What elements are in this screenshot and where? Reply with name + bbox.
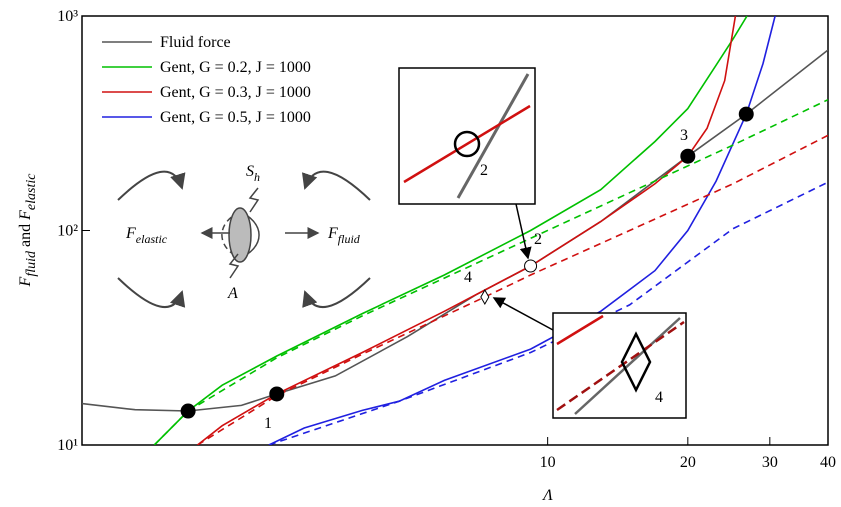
annotation: 4 [464,269,472,286]
y-tick-label: 10² [57,223,78,240]
point-marker [270,387,284,401]
dashed-line [269,182,828,445]
inset-arrow [516,204,528,258]
inset-label: 2 [480,162,488,179]
y-tick-label: 10¹ [57,437,78,454]
y-tick-label: 10³ [57,8,78,25]
elastic-label: Felastic [125,225,168,246]
y-label-part: F [17,210,34,221]
legend-label: Gent, G = 0.2, J = 1000 [160,59,311,76]
shear-subscript: h [254,170,260,184]
y-label-part: fluid [24,250,39,277]
annotation: 2 [534,231,542,248]
fluid-subscript: fluid [338,232,361,246]
x-tick-label: 20 [680,454,696,471]
x-tick-label: 10 [540,454,556,471]
elastic-subscript: elastic [136,232,168,246]
annotation: 1 [264,415,272,432]
inset-2: 2 [399,68,535,204]
x-axis-label: Λ [541,487,553,502]
annotation: 3 [680,127,688,144]
inset-label: 4 [655,389,663,406]
y-label-part: and [17,220,34,251]
shear-symbol: S [246,163,254,180]
y-axis-label: Ffluid and Felastic [17,173,39,288]
point-marker [739,107,753,121]
y-label-part: F [17,276,34,287]
x-tick-label: 30 [762,454,778,471]
shear-label: Sh [246,163,260,184]
area-label: A [227,285,238,302]
inset-arrow [494,298,553,330]
point-marker [525,260,537,272]
legend-label: Gent, G = 0.3, J = 1000 [160,84,311,101]
elastic-symbol: F [125,225,136,242]
x-tick-label: 40 [820,454,836,471]
legend-label: Gent, G = 0.5, J = 1000 [160,109,311,126]
legend-label: Fluid force [160,34,231,51]
fluid-symbol: F [327,225,338,242]
inset-4: 4 [553,313,686,418]
legend: Fluid force Gent, G = 0.2, J = 1000 Gent, … [102,34,311,126]
chart: Sh Felastic Ffluid A 2 4 1 2 3 4 Λ Fflui… [0,0,841,502]
fluid-label: Ffluid [327,225,361,246]
point-marker [181,404,195,418]
y-label-part: elastic [24,173,39,210]
point-marker [681,149,695,163]
